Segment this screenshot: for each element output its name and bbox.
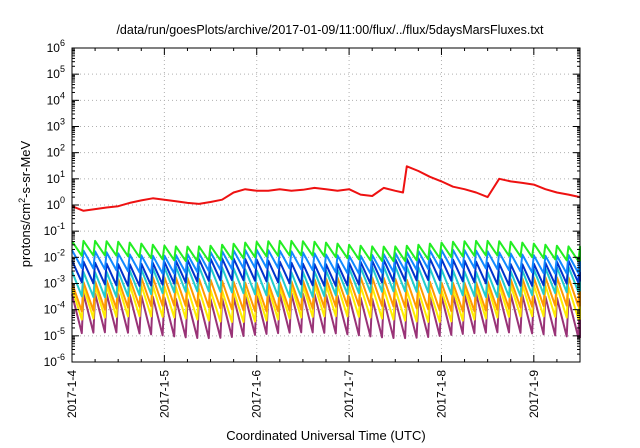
y-tick-label: 10-4 <box>44 300 65 317</box>
y-tick-label-exponent: -4 <box>57 300 65 310</box>
y-tick-label-base: 10 <box>44 250 58 264</box>
y-tick-label: 10-1 <box>44 221 65 238</box>
series-line <box>71 283 581 323</box>
y-tick-label: 104 <box>47 90 65 107</box>
series-lines <box>71 165 581 340</box>
y-axis-title-suffix: -s-sr-MeV <box>18 140 33 197</box>
series-line <box>71 265 581 299</box>
axis-ticks <box>71 47 580 363</box>
y-tick-label-exponent: -3 <box>57 274 65 284</box>
y-tick-label-base: 10 <box>44 303 58 317</box>
y-tick-label: 10-6 <box>44 352 65 369</box>
y-tick-label: 10-5 <box>44 326 65 343</box>
y-tick-label-exponent: -2 <box>57 247 65 257</box>
y-tick-label: 100 <box>47 195 65 212</box>
x-tick-label: 2017-1-4 <box>65 370 79 418</box>
x-tick-labels: 2017-1-4 2017-1-5 2017-1-6 2017-1-7 2017-1-8… <box>65 370 541 418</box>
y-tick-label-exponent: 6 <box>60 38 65 48</box>
series-line <box>71 165 581 212</box>
y-axis-title: protons/cm2-s-sr-MeV <box>17 140 33 267</box>
y-tick-label-exponent: 4 <box>60 90 65 100</box>
y-tick-label-base: 10 <box>47 172 61 186</box>
x-axis-title: Coordinated Universal Time (UTC) <box>226 428 425 443</box>
x-tick-label: 2017-1-5 <box>157 370 171 418</box>
y-tick-label-exponent: 3 <box>60 117 65 127</box>
y-tick-label-exponent: -1 <box>57 221 65 231</box>
y-tick-label-exponent: -5 <box>57 326 65 336</box>
y-tick-label: 101 <box>47 169 65 186</box>
y-tick-label-exponent: 2 <box>60 143 65 153</box>
y-axis-title-prefix: protons/cm <box>18 203 33 267</box>
x-tick-label: 2017-1-7 <box>342 370 356 418</box>
y-tick-label-exponent: 1 <box>60 169 65 179</box>
x-tick-label: 2017-1-6 <box>250 370 264 418</box>
y-tick-label-base: 10 <box>44 224 58 238</box>
y-tick-label-base: 10 <box>47 120 61 134</box>
y-tick-label-base: 10 <box>47 67 61 81</box>
y-tick-label-exponent: -6 <box>57 352 65 362</box>
y-tick-label: 10-2 <box>44 247 65 264</box>
y-tick-label-base: 10 <box>47 41 61 55</box>
series-line <box>71 276 581 313</box>
y-tick-label-base: 10 <box>47 93 61 107</box>
y-tick-label: 102 <box>47 143 65 160</box>
y-tick-label: 106 <box>47 38 65 55</box>
x-tick-label: 2017-1-8 <box>434 370 448 418</box>
y-tick-label-base: 10 <box>44 277 58 291</box>
x-tick-label: 2017-1-9 <box>527 370 541 418</box>
series-line <box>71 292 581 340</box>
series-line <box>71 239 581 263</box>
chart-title: /data/run/goesPlots/archive/2017-01-09/1… <box>116 23 544 37</box>
y-tick-label-exponent: 5 <box>60 64 65 74</box>
y-tick-label: 10-3 <box>44 274 65 291</box>
y-tick-label: 105 <box>47 64 65 81</box>
series-line <box>71 248 581 275</box>
grid <box>72 48 580 362</box>
y-tick-label-base: 10 <box>44 329 58 343</box>
series-line <box>71 257 581 287</box>
y-tick-labels: 10-610-510-410-310-210-11001011021031041… <box>44 38 65 369</box>
y-tick-label-base: 10 <box>44 355 58 369</box>
y-axis-title-exponent: 2 <box>17 198 27 203</box>
y-tick-label: 103 <box>47 117 65 134</box>
y-tick-label-base: 10 <box>47 146 61 160</box>
y-tick-label-base: 10 <box>47 198 61 212</box>
y-tick-label-exponent: 0 <box>60 195 65 205</box>
